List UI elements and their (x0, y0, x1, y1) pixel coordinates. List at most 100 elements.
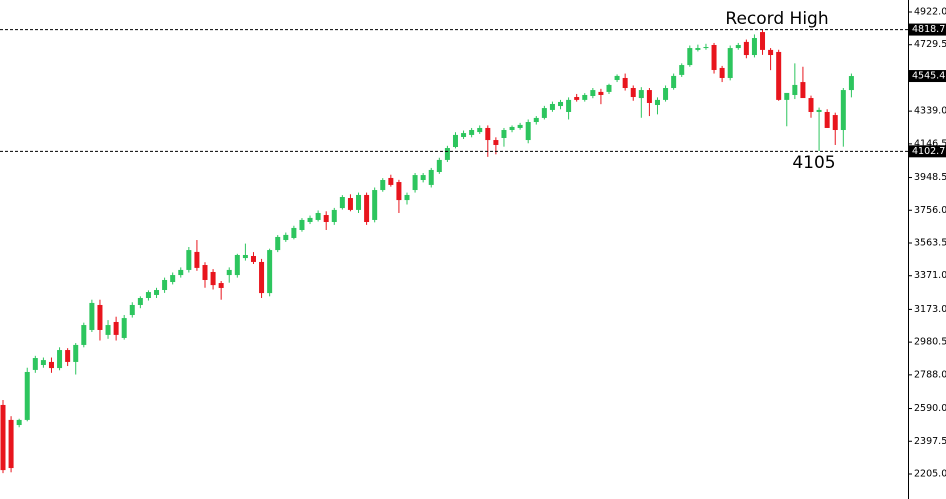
price-tag (909, 23, 946, 36)
candle-body (404, 194, 410, 201)
candle-body (436, 159, 442, 173)
candle-body (630, 88, 636, 98)
candle-body (267, 250, 273, 294)
candle-body (396, 182, 402, 201)
annotation: Record High (725, 9, 828, 29)
price-tag (909, 145, 946, 158)
candle-body (719, 67, 725, 78)
candle-body (218, 283, 224, 288)
candle-body (638, 90, 644, 99)
candle-body (73, 344, 79, 362)
candle-body (800, 82, 806, 99)
candle-body (493, 140, 499, 145)
candle-body (129, 304, 135, 316)
candle-body (824, 111, 830, 128)
annotation: 4105 (792, 153, 835, 173)
y-tick-label: 4729.5 (914, 39, 946, 50)
candle-body (170, 275, 176, 283)
candle-body (808, 98, 814, 112)
y-tick-label: 3756.0 (914, 205, 946, 216)
candle-body (347, 198, 353, 210)
y-tick-label: 2205.0 (914, 469, 946, 480)
y-tick-label: 3563.5 (914, 238, 946, 249)
candle-body (784, 92, 790, 100)
candle-body (671, 75, 677, 89)
candle-body (735, 44, 741, 49)
candle-body (121, 318, 127, 338)
candle-body (525, 122, 531, 141)
y-tick-label: 3371.0 (914, 270, 946, 281)
candle-body (226, 269, 232, 276)
candle-body (574, 97, 580, 100)
y-tick-label: 2980.5 (914, 337, 946, 348)
candle-body (428, 169, 434, 185)
candle-body (412, 175, 418, 191)
candle-body (558, 101, 564, 107)
candle-body (792, 84, 798, 95)
candle-body (533, 117, 539, 123)
candle-body (582, 94, 588, 100)
candle-body (162, 279, 168, 291)
candle-body (840, 90, 846, 131)
candle-body (727, 48, 733, 78)
candle-body (444, 148, 450, 160)
candle-body (743, 41, 749, 56)
price-tag-label: 4102.7 (912, 146, 945, 157)
candle-body (283, 234, 289, 241)
candle-body (202, 265, 208, 280)
candle-body (606, 84, 612, 92)
candle-body (89, 302, 95, 330)
candle-body (687, 48, 693, 66)
candle-body (154, 290, 160, 295)
candle-body (315, 212, 321, 220)
candle-body (598, 91, 604, 95)
candle-body (16, 419, 22, 426)
candle-body (275, 236, 281, 251)
y-tick-label: 4339.0 (914, 106, 946, 117)
candle-body (186, 250, 192, 270)
candle-body (372, 190, 378, 220)
candle-body (40, 360, 46, 366)
candle-body (541, 108, 547, 118)
candle-body (250, 256, 256, 262)
candle-body (711, 44, 717, 70)
candle-body (646, 90, 652, 103)
candle-body (768, 49, 774, 56)
candle-body (590, 90, 596, 96)
candle-body (178, 269, 184, 276)
candle-body (8, 419, 14, 469)
candle-body (57, 350, 63, 369)
candle-body (760, 32, 766, 50)
y-tick-label: 2397.5 (914, 436, 946, 447)
candle-body (566, 99, 572, 112)
candle-body (509, 126, 515, 131)
candle-body (679, 65, 685, 75)
y-tick-label: 2590.0 (914, 403, 946, 414)
candle-body (299, 219, 305, 230)
candle-body (501, 130, 507, 138)
candle-body (776, 51, 782, 100)
candle-body (461, 133, 467, 137)
candle-body (137, 298, 143, 305)
candle-body (848, 76, 854, 91)
candle-body (331, 209, 337, 222)
y-tick-label: 3173.0 (914, 304, 946, 315)
candle-body (242, 254, 248, 259)
candle-body (622, 77, 628, 89)
candle-body (145, 292, 151, 299)
candle-body (291, 227, 297, 238)
candle-body (703, 47, 709, 49)
y-tick-label: 3948.5 (914, 172, 946, 183)
candle-body (452, 134, 458, 148)
candle-body (0, 404, 6, 471)
candle-body (307, 217, 313, 222)
candle-body (549, 103, 555, 110)
candle-body (259, 261, 265, 294)
y-tick-label: 2788.0 (914, 369, 946, 380)
candle-body (24, 371, 30, 420)
candle-body (48, 361, 54, 369)
candle-body (81, 325, 87, 345)
candle-body (97, 304, 103, 330)
candle-body (485, 127, 491, 141)
candle-body (614, 75, 620, 81)
